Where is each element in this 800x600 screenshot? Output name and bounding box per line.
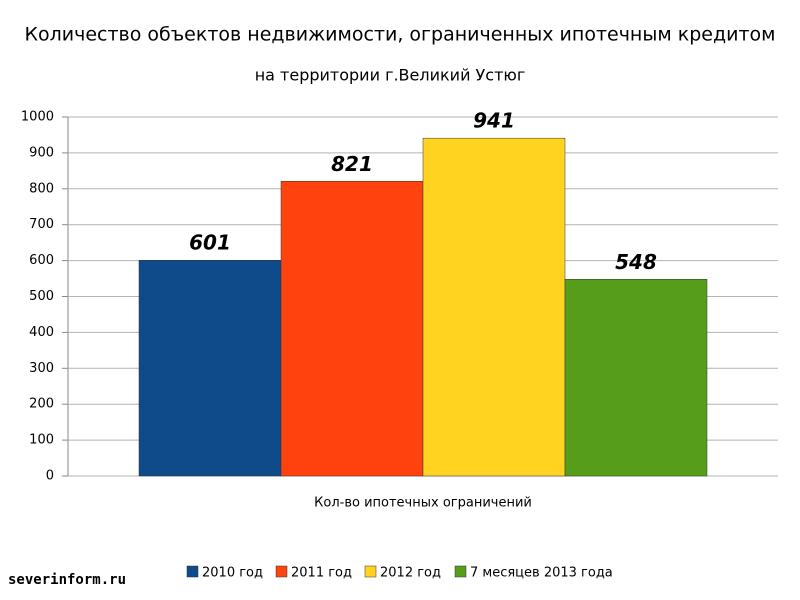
legend-label: 2012 год: [380, 566, 441, 581]
legend-swatch: [275, 565, 288, 578]
y-tick-label: 400: [29, 325, 54, 340]
y-tick-label: 1000: [21, 110, 54, 125]
y-tick-label: 300: [29, 361, 54, 376]
legend-swatch: [186, 565, 199, 578]
y-tick-label: 200: [29, 397, 54, 412]
y-tick-label: 900: [29, 145, 54, 160]
chart-subtitle: на территории г.Великий Устюг: [255, 66, 526, 85]
legend-swatch: [454, 565, 467, 578]
legend-swatch: [364, 565, 377, 578]
x-tick-label: Кол-во ипотечных ограничений: [314, 496, 532, 511]
data-label: 821: [331, 152, 373, 176]
legend-label: 2010 год: [202, 566, 263, 581]
y-tick-label: 600: [29, 253, 54, 268]
data-label: 601: [189, 231, 231, 255]
data-label: 941: [473, 109, 515, 133]
chart-title: Количество объектов недвижимости, ограни…: [25, 24, 776, 46]
legend-label: 7 месяцев 2013 года: [470, 566, 613, 581]
y-tick-label: 0: [46, 469, 54, 484]
bar: [280, 181, 424, 477]
bar: [564, 279, 708, 477]
watermark: severinform.ru: [8, 572, 126, 588]
y-tick-label: 500: [29, 289, 54, 304]
legend-label: 2011 год: [291, 566, 352, 581]
bar: [422, 137, 566, 477]
bar: [138, 259, 282, 477]
data-label: 548: [615, 250, 657, 274]
y-tick-label: 800: [29, 181, 54, 196]
y-tick-label: 700: [29, 217, 54, 232]
y-tick-label: 100: [29, 433, 54, 448]
